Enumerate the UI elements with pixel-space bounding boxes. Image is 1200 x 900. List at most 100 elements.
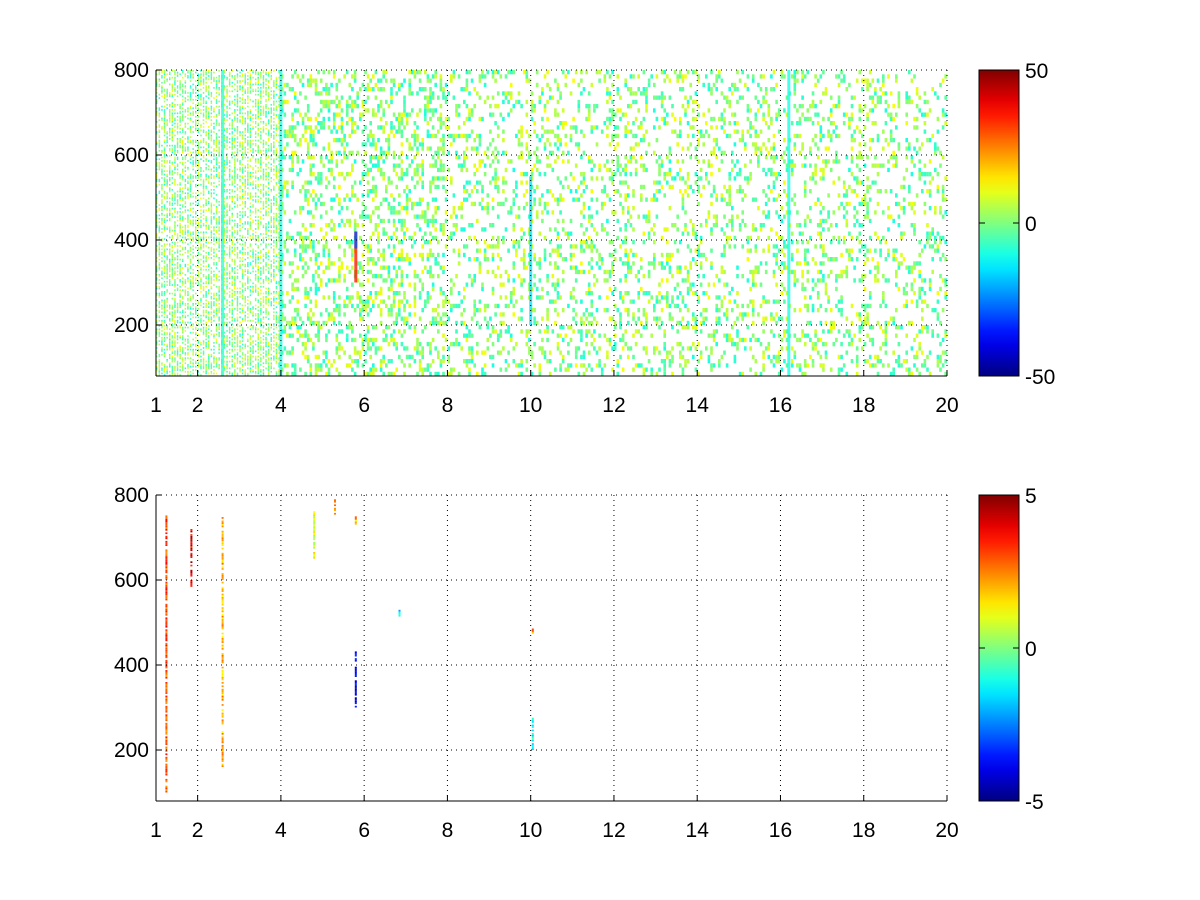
heatmap-cell [182,352,184,354]
heatmap-cell [231,284,233,286]
heatmap-cell [278,348,280,351]
heatmap-cell [182,141,184,144]
heatmap-cell [189,233,192,235]
heatmap-cell [260,309,262,312]
heatmap-cell [231,126,233,128]
heatmap-cell [273,141,275,144]
heatmap-cell [247,143,249,145]
heatmap-cell [254,275,257,278]
heatmap-cell [208,115,210,118]
heatmap-cell [174,357,176,359]
heatmap-cell [293,91,297,96]
heatmap-cell [218,279,220,281]
heatmap-cell [210,272,213,274]
heatmap-cell [306,197,310,202]
heatmap-cell [231,270,233,273]
heatmap-cell [273,316,275,319]
heatmap-cell [174,126,176,128]
heatmap-cell [254,370,257,373]
heatmap-cell [210,302,213,305]
heatmap-cell [179,217,181,220]
heatmap-cell [265,190,267,193]
heatmap-cell [161,333,163,336]
heatmap-cell [244,299,246,302]
heatmap-cell [306,155,310,160]
heatmap-cell [202,245,205,247]
heatmap-cell [254,219,257,222]
heatmap-cell [239,163,241,166]
heatmap-cell [210,175,213,178]
heatmap-cell [257,185,259,188]
heatmap-cell [205,296,207,298]
heatmap-cell [210,207,213,210]
heatmap-cell [278,260,280,263]
heatmap-cell [179,285,181,288]
heatmap-cell [267,255,270,257]
heatmap-cell [202,352,205,354]
heatmap-cell [192,353,194,356]
heatmap-cell [189,284,192,286]
heatmap-cell [205,175,207,178]
heatmap-cell [262,255,265,257]
heatmap-cell [158,316,161,319]
heatmap-cell [189,267,192,269]
heatmap-cell [249,109,252,111]
heatmap-cell [171,87,174,89]
heatmap-cell [169,115,171,118]
heatmap-cell [239,146,241,149]
heatmap-cell [252,355,254,358]
heatmap-cell [169,364,171,366]
heatmap-cell [252,71,254,74]
heatmap-cell [299,316,302,321]
heatmap-cell [187,95,189,98]
heatmap-cell [213,296,215,298]
heatmap-cell [309,367,313,372]
heatmap-cell [215,88,218,91]
heatmap-cell [182,309,184,312]
heatmap-cell [267,172,270,174]
heatmap-cell [179,81,181,84]
heatmap-cell [226,206,228,208]
heatmap-cell [208,143,210,145]
heatmap-cell [176,156,179,159]
heatmap-cell [176,302,179,305]
heatmap-cell [184,357,187,359]
heatmap-cell [187,372,189,375]
heatmap-cell [215,175,218,178]
heatmap-cell [309,116,313,122]
heatmap-cell [213,189,215,191]
heatmap-cell [208,279,210,281]
heatmap-cell [195,302,197,305]
heatmap-cell [192,121,194,123]
heatmap-cell [254,263,257,266]
heatmap-cell [273,134,275,137]
heatmap-cell [213,226,215,229]
heatmap-cell [273,173,275,176]
heatmap-cell [202,180,205,183]
heatmap-cell [231,216,233,218]
heatmap-cell [156,223,158,225]
heatmap-cell [239,71,241,74]
heatmap-cell [260,251,262,254]
heatmap-cell [257,195,259,198]
heatmap-cell [169,258,171,261]
heatmap-cell [200,166,202,169]
heatmap-cell [236,359,239,361]
heatmap-cell [262,192,265,195]
heatmap-cell [267,238,270,240]
heatmap-cell [187,149,189,152]
heatmap-cell [176,92,179,94]
heatmap-cell [205,132,207,135]
heatmap-cell [218,122,220,125]
heatmap-cell [293,125,297,130]
heatmap-cell [182,236,184,239]
heatmap-cell [179,280,181,283]
heatmap-cell [195,282,197,285]
heatmap-cell [299,189,302,194]
heatmap-cell [262,71,265,74]
heatmap-cell [265,71,267,74]
heatmap-cell [161,202,163,205]
heatmap-cell [304,112,307,117]
heatmap-cell [260,297,262,300]
heatmap-cell [239,238,241,240]
